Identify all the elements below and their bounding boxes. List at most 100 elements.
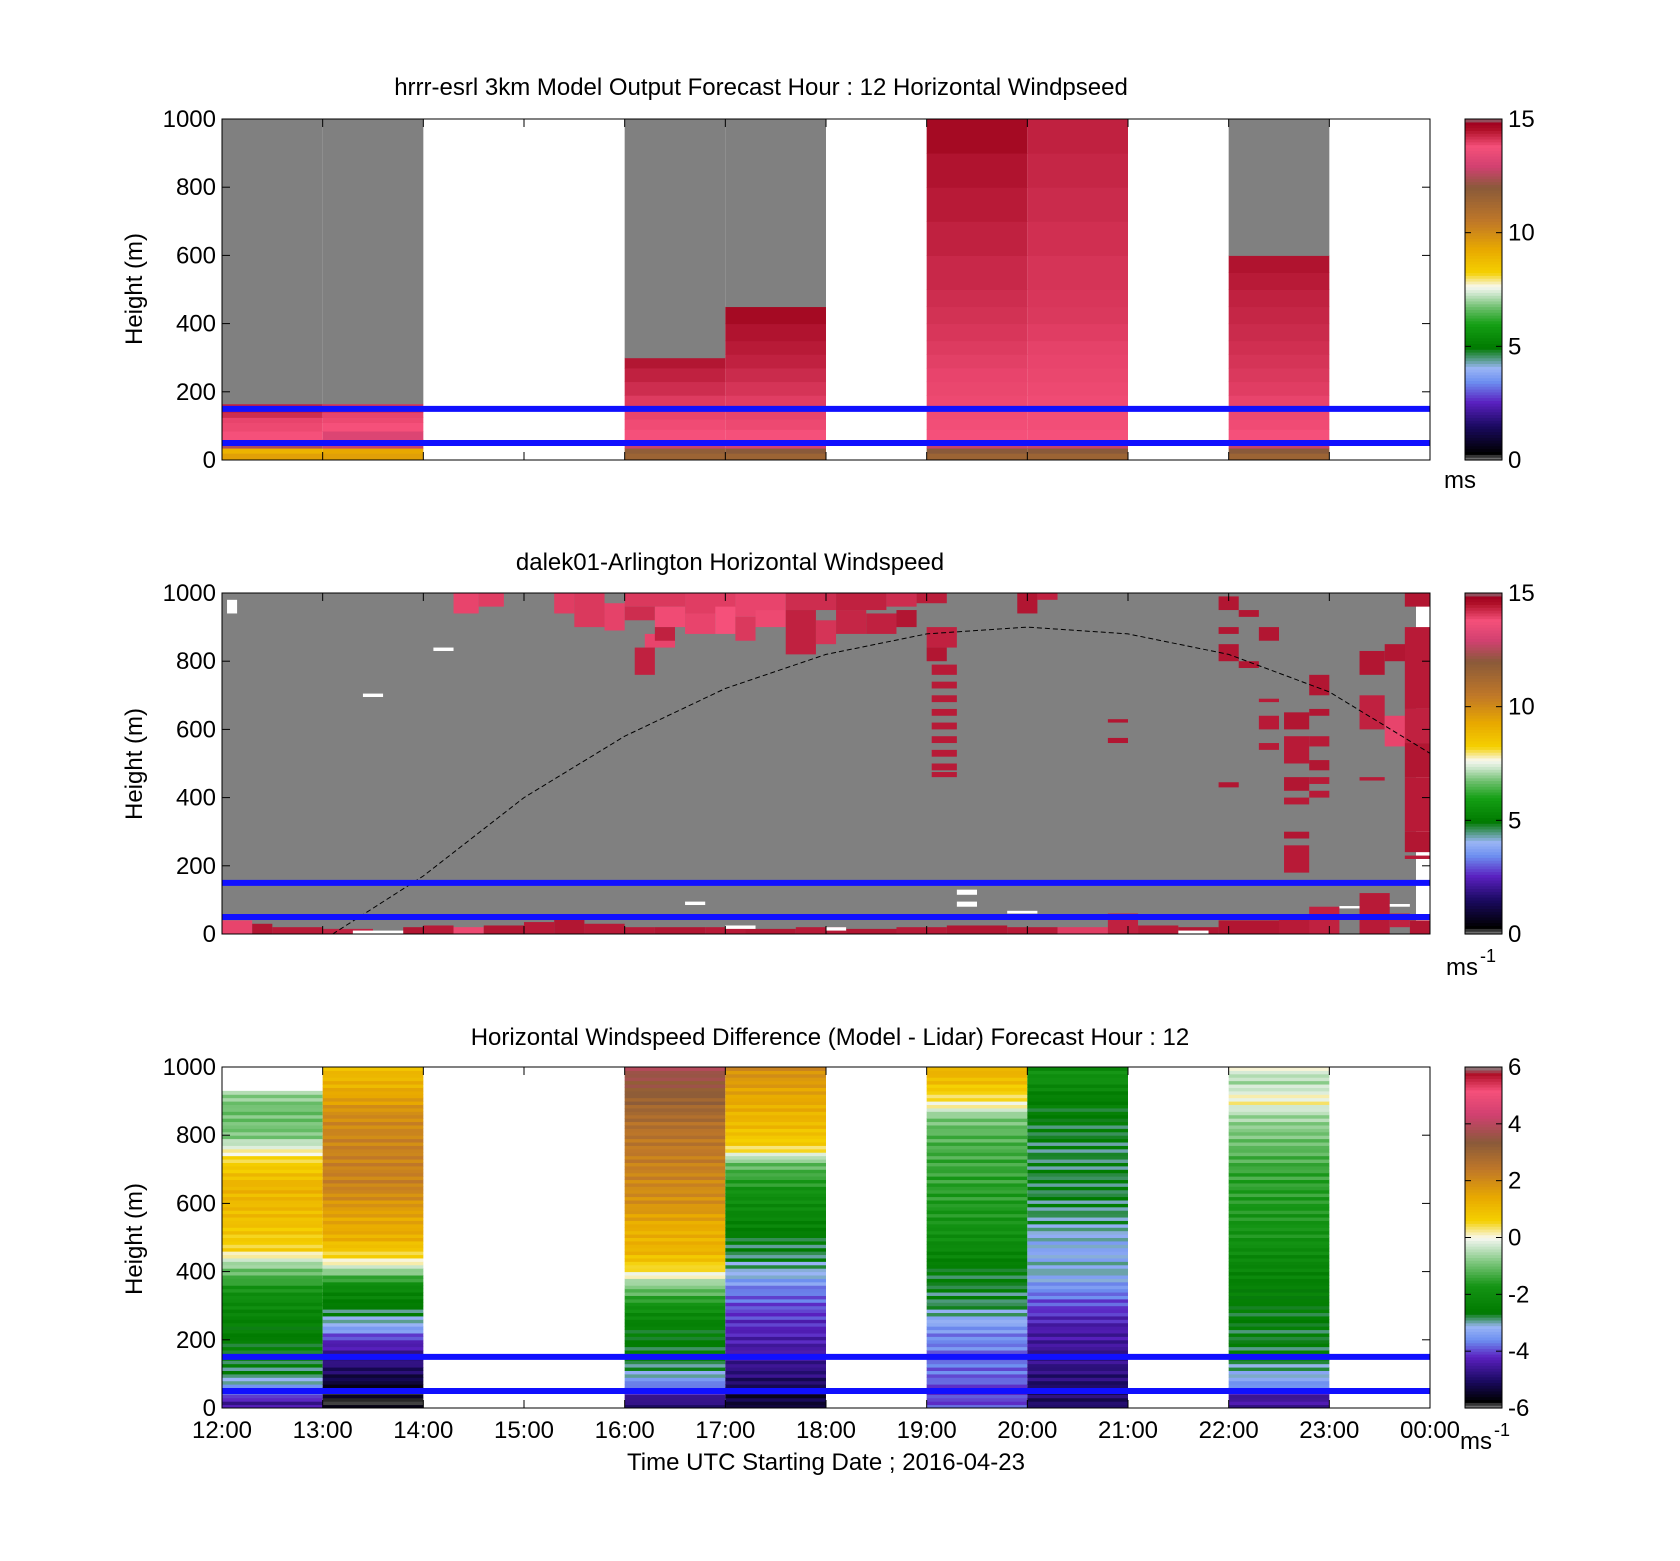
lidar-cell (1409, 920, 1430, 934)
colorbar-segment (1465, 289, 1502, 293)
difference-cell (725, 1363, 826, 1368)
difference-cell (322, 1217, 424, 1221)
difference-cell (222, 1377, 323, 1382)
difference-cell (1027, 1295, 1128, 1300)
colorbar-segment (1465, 791, 1502, 796)
colorbar-segment (1465, 315, 1502, 319)
colorbar-segment (1465, 1217, 1502, 1222)
difference-cell (322, 1244, 424, 1249)
difference-cell (926, 1312, 1028, 1317)
difference-cell (1027, 1206, 1128, 1211)
difference-cell (1027, 1118, 1128, 1123)
difference-cell (322, 1281, 424, 1286)
difference-cell (624, 1384, 726, 1389)
difference-cell (1228, 1305, 1330, 1310)
model-cell (725, 395, 826, 410)
difference-cell (222, 1227, 323, 1232)
colorbar-segment (1465, 720, 1502, 725)
difference-cell (926, 1305, 1028, 1310)
colorbar-segment (1465, 144, 1502, 149)
colorbar-segment (1465, 209, 1502, 214)
difference-cell (624, 1363, 726, 1368)
colorbar-segment (1465, 661, 1502, 665)
difference-cell (725, 1179, 826, 1184)
model-cell (926, 367, 1028, 383)
difference-cell (624, 1176, 726, 1181)
difference-cell (1228, 1145, 1330, 1150)
colorbar-segment (1465, 652, 1502, 657)
colorbar-segment (1465, 309, 1502, 313)
difference-cell (1228, 1142, 1330, 1146)
colorbar-segment (1465, 894, 1502, 898)
difference-cell (222, 1309, 323, 1314)
colorbar-segment (1465, 1067, 1502, 1071)
lidar-cell (1138, 925, 1179, 934)
colorbar-segment (1465, 369, 1502, 373)
difference-cell (222, 1101, 323, 1106)
lidar-cell (1258, 627, 1279, 641)
colorbar-segment (1465, 403, 1502, 407)
lidar-cell (554, 593, 575, 614)
difference-cell (322, 1370, 424, 1375)
difference-cell (222, 1199, 323, 1204)
difference-cell (926, 1067, 1028, 1071)
colorbar-segment (1465, 1297, 1502, 1301)
panel-model: hrrr-esrl 3km Model Output Forecast Hour… (121, 74, 1535, 494)
difference-cell (1027, 1203, 1128, 1208)
colorbar-segment (1465, 408, 1502, 413)
difference-cell (1027, 1227, 1128, 1232)
colorbar-tick-label: 4 (1508, 1111, 1521, 1138)
difference-cell (725, 1298, 826, 1303)
difference-cell (926, 1350, 1028, 1354)
colorbar-segment (1465, 695, 1502, 699)
difference-cell (624, 1360, 726, 1365)
colorbar-segment (1465, 400, 1502, 404)
colorbar-segment (1465, 215, 1502, 220)
model-cell (725, 340, 826, 355)
lidar-cell (931, 763, 957, 771)
difference-cell (624, 1377, 726, 1382)
difference-cell (926, 1360, 1028, 1365)
difference-cell (725, 1227, 826, 1232)
colorbar-tick-label: -6 (1508, 1395, 1529, 1422)
difference-cell (624, 1182, 726, 1187)
model-cell (926, 381, 1028, 396)
difference-cell (1027, 1165, 1128, 1170)
colorbar-segment (1465, 133, 1502, 137)
difference-cell (926, 1380, 1028, 1385)
difference-cell (222, 1373, 323, 1378)
difference-cell (222, 1172, 323, 1177)
colorbar-segment (1465, 1368, 1502, 1372)
difference-cell (624, 1090, 726, 1095)
difference-cell (322, 1148, 424, 1153)
colorbar-segment (1465, 601, 1502, 605)
colorbar-segment (1465, 1183, 1502, 1187)
lidar-cell (322, 928, 373, 934)
difference-cell (1027, 1223, 1128, 1228)
lidar-cell (685, 613, 716, 634)
difference-cell (222, 1217, 323, 1221)
difference-cell (222, 1257, 323, 1262)
difference-cell (222, 1121, 323, 1126)
difference-cell (624, 1084, 726, 1088)
panel-difference-colorbar-unit-sup: -1 (1494, 1420, 1510, 1440)
difference-cell (725, 1237, 826, 1242)
colorbar-segment (1465, 300, 1502, 305)
difference-cell (725, 1370, 826, 1375)
difference-cell (222, 1384, 323, 1389)
colorbar-segment (1465, 709, 1502, 713)
lidar-cell (931, 695, 957, 703)
difference-cell (725, 1319, 826, 1324)
colorbar-segment (1465, 255, 1502, 259)
lidar-cell (1404, 708, 1430, 744)
colorbar-segment (1465, 1123, 1502, 1128)
difference-cell (725, 1097, 826, 1102)
difference-cell (624, 1128, 726, 1133)
y-tick-label: 200 (176, 379, 216, 406)
difference-cell (1228, 1278, 1330, 1283)
colorbar-segment (1465, 332, 1502, 336)
difference-cell (322, 1182, 424, 1187)
difference-cell (1228, 1315, 1330, 1320)
difference-cell (926, 1401, 1028, 1406)
model-cell (725, 354, 826, 369)
